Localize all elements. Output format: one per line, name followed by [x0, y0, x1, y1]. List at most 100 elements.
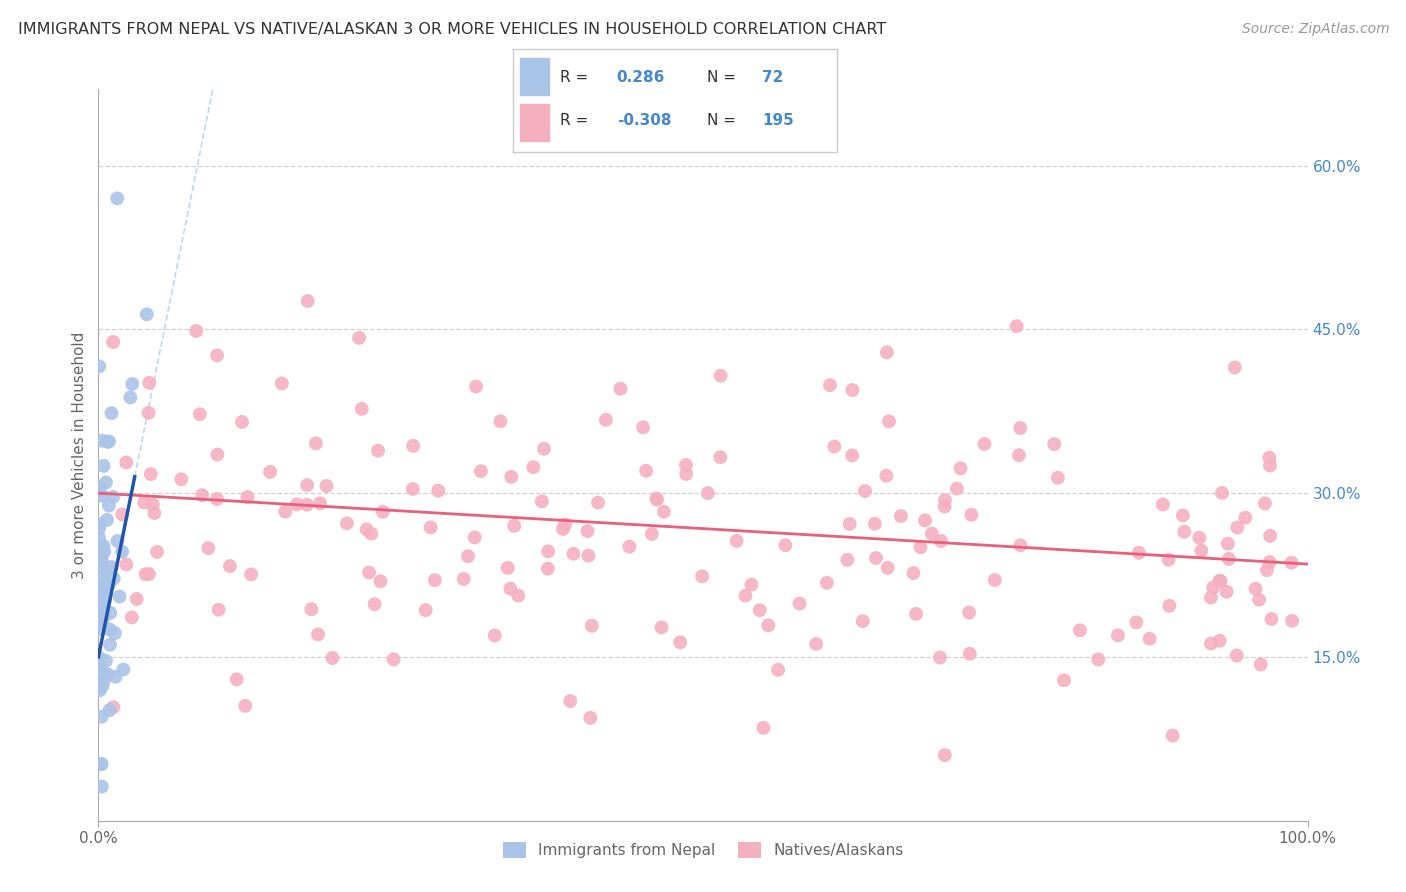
- Point: [97, 667, 120, 681]
- Point: [96, 513, 118, 527]
- Point: [841, 449, 863, 463]
- Point: [1247, 592, 1270, 607]
- Point: [1216, 537, 1239, 551]
- Point: [838, 516, 860, 531]
- Point: [645, 492, 668, 507]
- Point: [93, 604, 115, 618]
- Point: [554, 517, 576, 532]
- Point: [94, 581, 117, 595]
- Point: [1173, 524, 1195, 539]
- Point: [138, 567, 160, 582]
- Point: [752, 721, 775, 735]
- Point: [1258, 555, 1281, 569]
- Point: [89, 657, 111, 672]
- Point: [875, 468, 897, 483]
- Point: [90, 780, 112, 794]
- Point: [305, 436, 328, 450]
- Point: [347, 331, 370, 345]
- Point: [90, 756, 112, 771]
- Point: [841, 383, 863, 397]
- Point: [87, 483, 110, 497]
- Point: [205, 348, 228, 362]
- Point: [1208, 574, 1230, 588]
- Point: [696, 486, 718, 500]
- Point: [87, 531, 110, 545]
- Point: [775, 538, 797, 552]
- Point: [652, 505, 675, 519]
- Point: [734, 589, 756, 603]
- Point: [910, 541, 932, 555]
- Point: [921, 526, 943, 541]
- Point: [90, 583, 112, 598]
- Point: [309, 496, 332, 510]
- Point: [91, 679, 114, 693]
- Text: R =: R =: [560, 113, 588, 128]
- Point: [90, 541, 112, 555]
- Point: [1087, 652, 1109, 666]
- Point: [453, 572, 475, 586]
- Point: [356, 522, 378, 536]
- Point: [959, 647, 981, 661]
- Point: [101, 334, 124, 349]
- Point: [560, 694, 582, 708]
- Point: [97, 578, 120, 592]
- Point: [90, 710, 112, 724]
- Point: [581, 619, 603, 633]
- Point: [1128, 546, 1150, 560]
- Point: [98, 638, 121, 652]
- Text: 72: 72: [762, 70, 783, 86]
- Point: [350, 401, 373, 416]
- Point: [934, 493, 956, 508]
- Point: [90, 606, 112, 620]
- Point: [1209, 574, 1232, 588]
- Point: [121, 610, 143, 624]
- Point: [1226, 520, 1249, 534]
- Point: [1199, 591, 1222, 605]
- Point: [91, 665, 114, 680]
- Point: [186, 324, 208, 338]
- Point: [98, 623, 121, 637]
- Point: [1258, 450, 1281, 465]
- Point: [89, 359, 111, 374]
- Point: [562, 547, 585, 561]
- Point: [91, 569, 114, 583]
- Point: [1157, 552, 1180, 566]
- Point: [146, 545, 169, 559]
- Point: [359, 566, 381, 580]
- Point: [852, 614, 875, 628]
- Point: [96, 434, 118, 449]
- Point: [188, 407, 211, 421]
- Point: [90, 558, 112, 572]
- Point: [360, 526, 382, 541]
- Point: [503, 519, 526, 533]
- Point: [586, 495, 609, 509]
- Point: [336, 516, 359, 531]
- Point: [94, 475, 117, 490]
- Point: [537, 561, 560, 575]
- Point: [470, 464, 492, 478]
- Point: [91, 675, 114, 690]
- Point: [103, 700, 125, 714]
- Point: [90, 552, 112, 566]
- FancyBboxPatch shape: [520, 104, 548, 141]
- Point: [112, 663, 135, 677]
- Point: [96, 565, 118, 579]
- Point: [645, 491, 668, 506]
- Text: R =: R =: [560, 70, 588, 86]
- Point: [465, 379, 488, 393]
- Point: [197, 541, 219, 556]
- Point: [89, 517, 111, 532]
- Point: [1215, 584, 1237, 599]
- Point: [402, 482, 425, 496]
- Point: [104, 626, 127, 640]
- Point: [89, 614, 111, 628]
- Point: [233, 698, 256, 713]
- Point: [579, 711, 602, 725]
- Point: [499, 582, 522, 596]
- Point: [111, 544, 134, 558]
- Point: [636, 464, 658, 478]
- Point: [1043, 437, 1066, 451]
- Point: [1139, 632, 1161, 646]
- Point: [929, 650, 952, 665]
- Point: [297, 293, 319, 308]
